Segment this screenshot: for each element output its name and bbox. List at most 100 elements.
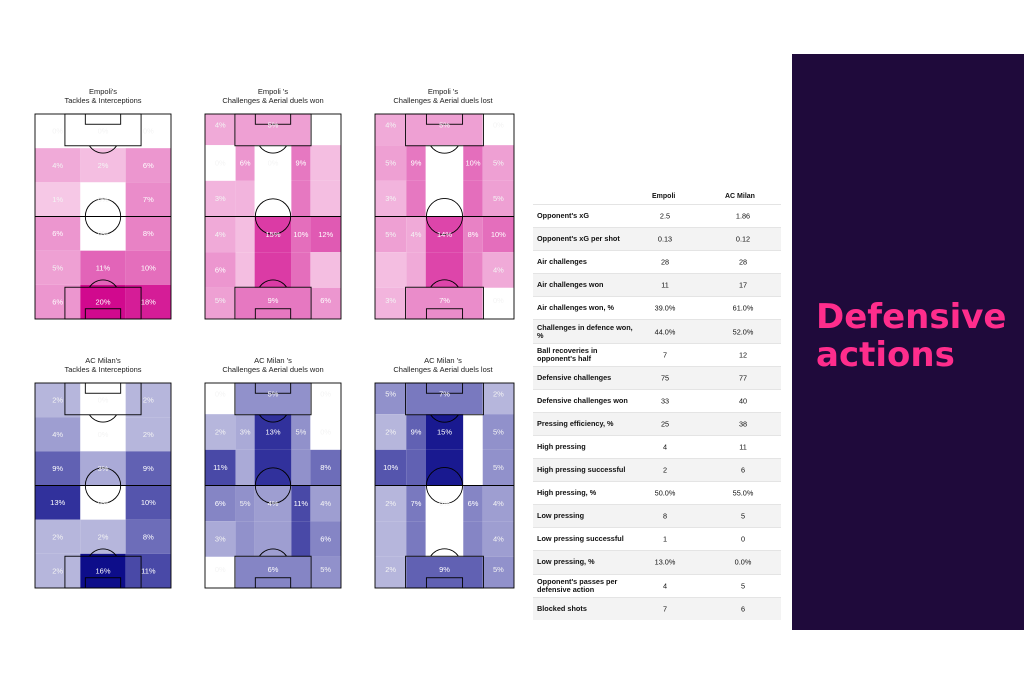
stats-row-value-team1: 50.0% — [654, 488, 676, 498]
stats-row-value-team2: 5 — [740, 581, 746, 591]
cell-label: 5% — [240, 499, 251, 508]
heatmap-cell — [80, 519, 126, 554]
heatmap-cell — [482, 521, 514, 557]
penalty-arc-bottom — [259, 279, 287, 288]
heatmap-cell — [80, 284, 126, 319]
cell-label: 6% — [215, 266, 226, 275]
cell-label: 13% — [50, 498, 65, 507]
stats-row-label: Air challenges — [537, 257, 587, 267]
heatmap-cell — [80, 250, 126, 285]
goal-box-top — [84, 382, 122, 394]
stats-row-value-team1: 11 — [661, 280, 669, 290]
pitch-group: 0% 0% 0% 4% 2% 6% 1% 0% 7% 6% 0% 8% 5% 11% 10% 6% 20% 18% — [34, 113, 172, 320]
heatmap-cell — [35, 284, 81, 319]
heatmap-cell — [35, 485, 81, 520]
cell-label: 2% — [385, 427, 396, 436]
heatmap-cell — [310, 556, 341, 588]
stats-row: Opponent's passes per defensive action 4 5 — [533, 573, 781, 597]
heatmap-cell — [482, 485, 514, 522]
heatmap-cell — [310, 180, 341, 217]
heatmap-cell — [406, 414, 426, 450]
heatmap-cell — [235, 485, 255, 522]
stats-rows: Opponent's xG 2.5 1.86 Opponent's xG per sh… — [533, 204, 781, 620]
penalty-arc-top — [430, 145, 459, 154]
stats-row-value-team2: 11 — [739, 442, 747, 452]
stats-row-value-team2: 17 — [738, 280, 748, 290]
cell-label: 5% — [385, 389, 396, 398]
cell-label: 4% — [52, 430, 63, 439]
heatmap-cell — [80, 553, 126, 588]
heatmap-cell — [482, 114, 514, 146]
section-title-line2: actions — [816, 335, 955, 375]
stats-row-label: Challenges in defence won, % — [537, 322, 633, 340]
heatmap-cell — [310, 414, 341, 450]
heatmap-cell — [235, 414, 255, 450]
heatmap-cell — [235, 114, 311, 146]
cell-label: 0% — [98, 430, 109, 439]
cell-label: 9% — [411, 158, 422, 167]
heatmap-cell — [205, 287, 236, 319]
goal-box-top — [254, 382, 292, 394]
stats-row-label: Low pressing — [537, 511, 585, 521]
cell-label: 2% — [143, 396, 154, 405]
heatmap-cell — [254, 521, 292, 557]
heatmap-cell — [80, 485, 126, 520]
cell-label: 4% — [493, 499, 504, 508]
pitch-title-line1: AC Milan 's — [424, 356, 462, 365]
stats-row-value-team1: 0.13 — [657, 234, 673, 244]
heatmap-cell — [482, 252, 514, 288]
cell-label: 2% — [52, 396, 63, 405]
goal-box-bottom — [254, 308, 292, 320]
cell-label: 0% — [320, 427, 331, 436]
cell-label: 9% — [295, 158, 306, 167]
heatmap-cell — [406, 556, 483, 588]
heatmap-cell — [375, 180, 407, 217]
cell-label: 5% — [268, 120, 279, 129]
cell-label: 2% — [385, 499, 396, 508]
stats-row-value-team1: 75 — [660, 373, 670, 383]
heatmap-cell — [125, 182, 171, 217]
cell-label: 0% — [268, 158, 279, 167]
cell-label: 2% — [98, 161, 109, 170]
heatmap-cell — [125, 519, 171, 554]
stats-row-label: High pressing, % — [537, 488, 597, 498]
cell-label: 6% — [52, 297, 63, 306]
cell-label: 2% — [215, 427, 226, 436]
heatmap-cell — [254, 252, 292, 288]
penalty-arc-top — [430, 414, 459, 423]
stats-row-value-team2: 1.86 — [735, 211, 751, 221]
cell-label: 11% — [294, 499, 309, 508]
heatmap-cell — [205, 383, 236, 415]
stats-row-value-team2: 0.0% — [734, 557, 752, 567]
heatmap-cell — [310, 145, 341, 181]
cell-label: 0% — [98, 127, 109, 136]
heatmap-cell — [235, 556, 311, 588]
goal-box-top — [84, 113, 122, 125]
cell-label: 15% — [437, 427, 452, 436]
cell-label: 4% — [320, 499, 331, 508]
cell-label: 8% — [468, 230, 479, 239]
stats-row-label: Blocked shots — [537, 603, 587, 613]
stats-row-label: Defensive challenges — [537, 372, 612, 382]
heatmap-cell — [310, 216, 341, 253]
heatmap-cell — [125, 553, 171, 588]
cell-label: 2% — [143, 430, 154, 439]
cell-label: 0% — [52, 127, 63, 136]
heatmap-cell — [254, 145, 292, 181]
cell-label: 6% — [143, 161, 154, 170]
heatmap-cell — [80, 216, 126, 251]
stats-row-value-team2: 40 — [738, 396, 748, 406]
pitch-group: 4% 5% 0% 5% 9% 10% 5% 3% 5% 5% 4% 14% 8% 10% 4% 3% 7% 0% — [374, 113, 515, 320]
stats-row-value-team2: 52.0% — [732, 327, 754, 337]
cell-label: 11% — [213, 463, 228, 472]
cell-label: 6% — [320, 535, 331, 544]
heatmap-cell — [375, 287, 407, 319]
goal-box-bottom — [84, 308, 122, 320]
side-panel: Defensive actions — [792, 54, 1024, 630]
cell-label: 0% — [98, 396, 109, 405]
pitch-title: Empoli 's Challenges & Aerial duels lost — [368, 87, 518, 105]
goal-box-top — [425, 113, 464, 125]
heatmap-cell — [291, 485, 311, 522]
cell-label: 11% — [141, 566, 156, 575]
stats-row-label: Opponent's xG per shot — [537, 234, 620, 244]
